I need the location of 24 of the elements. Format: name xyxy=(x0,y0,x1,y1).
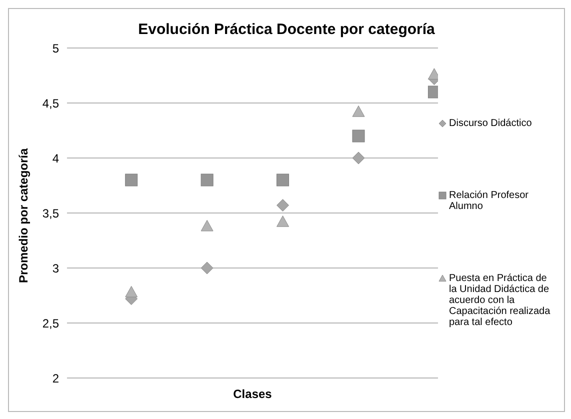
y-tick-label: 3,5 xyxy=(42,206,60,220)
point xyxy=(200,262,214,274)
chart-title: Evolución Práctica Docente por categoría xyxy=(137,21,436,38)
y-tick-label: 5 xyxy=(52,41,60,56)
point xyxy=(352,130,365,142)
point xyxy=(200,174,214,186)
y-tick-label: 4 xyxy=(52,151,60,166)
point xyxy=(125,286,138,298)
y-tick-label: 3 xyxy=(52,261,60,276)
point xyxy=(352,152,365,164)
point xyxy=(200,220,214,232)
legend-label: Discurso Didáctico xyxy=(449,118,532,130)
point xyxy=(276,216,290,227)
point xyxy=(125,174,138,186)
y-tick-label: 4,5 xyxy=(42,96,60,110)
y-axis-title: Promedio por categoría xyxy=(16,148,30,283)
point xyxy=(352,106,365,117)
y-tick-label: 2,5 xyxy=(42,316,60,330)
legend-label: Relación Profesor Alumno xyxy=(449,190,530,212)
y-tick-label: 2 xyxy=(52,371,60,386)
legend-label: Puesta en Práctica de la Unidad Didáctica de acuerdo con la Capacitación realizada para tal efecto xyxy=(449,272,552,328)
x-axis-title: Clases xyxy=(233,387,272,401)
point xyxy=(276,174,290,186)
point xyxy=(276,199,290,212)
